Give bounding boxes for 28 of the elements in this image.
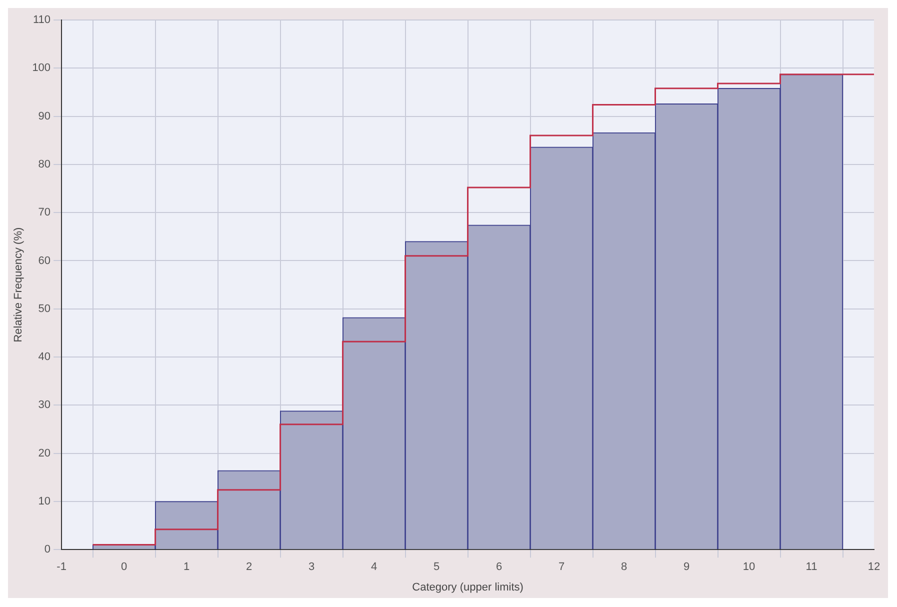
y-tick-label: 50 [38, 302, 51, 315]
x-tick-label: 8 [620, 561, 628, 574]
y-tick-label: 70 [38, 206, 51, 219]
y-tick-label: 60 [38, 254, 51, 267]
x-tick-label: 1 [183, 561, 190, 574]
x-tick-label: 7 [558, 561, 565, 574]
y-tick-label: 30 [38, 399, 51, 412]
x-tick-label: 3 [308, 561, 315, 574]
x-tick-label: 4 [370, 561, 378, 574]
x-tick-label: 2 [246, 561, 252, 574]
x-tick-label: -1 [56, 561, 66, 574]
y-tick-label: 20 [38, 447, 51, 460]
y-tick-label: 10 [38, 495, 51, 508]
x-tick-label: 5 [433, 561, 440, 574]
x-tick-label: 11 [806, 561, 818, 574]
y-axis-title: Relative Frequency (%) [12, 227, 25, 342]
y-tick-label: 40 [38, 351, 51, 364]
x-tick-label: 12 [868, 561, 880, 574]
x-tick-label: 10 [742, 561, 756, 574]
y-tick-label: 100 [32, 62, 51, 74]
y-tick-label: 0 [44, 544, 51, 556]
x-tick-label: 0 [120, 561, 128, 574]
y-tick-label: 90 [38, 110, 51, 122]
x-axis-title: Category (upper limits) [412, 581, 524, 594]
y-tick-label: 110 [33, 14, 51, 26]
x-tick-label: 9 [683, 561, 690, 574]
x-tick-label: 6 [496, 561, 502, 574]
y-tick-label: 80 [38, 158, 51, 170]
